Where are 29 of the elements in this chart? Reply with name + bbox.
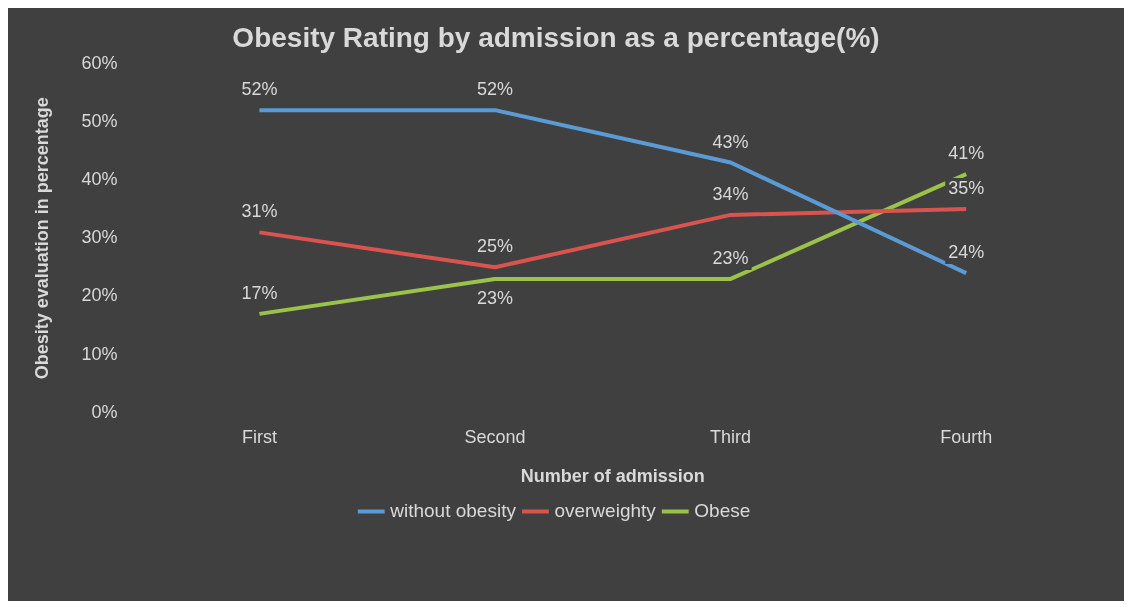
x-tick-label: Second [464, 426, 526, 447]
y-axis-title: Obesity evaluation in percentage [31, 97, 52, 380]
y-tick-label: 50% [81, 110, 118, 131]
y-tick-label: 10% [81, 343, 118, 364]
legend-label: Obese [694, 499, 751, 521]
chart-title: Obesity Rating by admission as a percentage(%) [232, 21, 880, 53]
x-tick-label: Third [710, 426, 752, 447]
data-label: 17% [241, 282, 278, 303]
data-label: 25% [477, 236, 514, 257]
y-tick-label: 60% [81, 52, 118, 73]
legend-label: without obesity [389, 499, 517, 521]
x-tick-label: Fourth [940, 426, 993, 447]
data-label: 35% [948, 178, 985, 199]
y-tick-label: 40% [81, 168, 118, 189]
y-tick-label: 30% [81, 227, 118, 248]
data-label: 43% [712, 131, 749, 152]
legend-label: overweighty [554, 499, 657, 521]
data-label: 41% [948, 143, 985, 164]
data-label: 52% [477, 79, 514, 100]
data-label: 34% [712, 183, 749, 204]
y-tick-label: 20% [81, 285, 118, 306]
y-tick-label: 0% [91, 401, 118, 422]
data-label: 23% [477, 287, 514, 308]
data-label: 23% [712, 247, 749, 268]
data-label: 52% [241, 79, 278, 100]
x-tick-label: First [241, 426, 277, 447]
x-axis-title: Number of admission [520, 466, 705, 487]
data-label: 31% [241, 201, 278, 222]
data-label: 24% [948, 242, 985, 263]
